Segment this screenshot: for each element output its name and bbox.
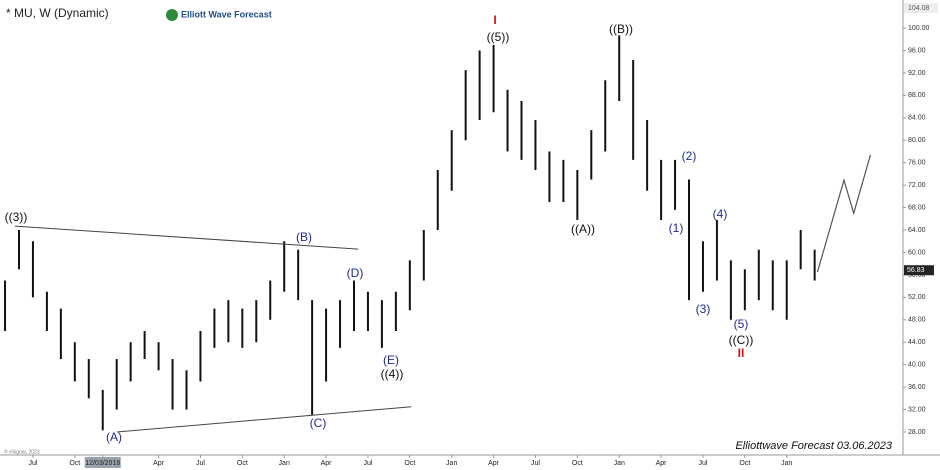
x-tick-label: Jul [698,460,707,467]
y-tick-label: 88.00 [908,92,926,99]
trendline [14,225,359,250]
wave-label: (A) [106,430,122,444]
x-tick-label: Apr [488,460,500,467]
y-tick-label: 36.00 [908,384,926,391]
x-tick-label: Oct [739,460,750,467]
trendline [116,406,412,433]
y-tick-label: 32.00 [908,406,926,413]
last-price-box [904,265,934,276]
y-tick-label: 60.00 [908,249,926,256]
wave-label: (3) [696,302,711,316]
wave-label: (1) [669,221,684,235]
wave-label: ((C)) [729,333,754,347]
x-tick-label: Apr [656,460,668,467]
wave-label: (C) [310,416,327,430]
x-tick-label: Jan [279,460,290,467]
y-tick-label: 100.00 [908,25,930,32]
y-tick-label: 80.00 [908,137,926,144]
y-tick-label: 96.00 [908,47,926,54]
y-tick-label: 68.00 [908,204,926,211]
wave-label: ((A)) [571,222,595,236]
x-tick-label: Jul [196,460,205,467]
wave-label: ((5)) [487,30,510,44]
y-tick-label: 64.00 [908,227,926,234]
x-tick-label: Jan [781,460,792,467]
x-tick-label: Jan [446,460,457,467]
x-tick-label: Oct [572,460,583,467]
y-tick-label: 52.00 [908,294,926,301]
x-tick-label: Oct [404,460,415,467]
footer: Elliottwave Forecast 03.06.2023 [735,440,892,452]
credit: © eSignal, 2023 [4,448,40,455]
y-tick-label: 92.00 [908,70,926,77]
y-tick-label: 48.00 [908,317,926,324]
x-tick-label: Apr [153,460,165,467]
wave-label: (D) [347,266,364,280]
wave-label: ((3)) [5,210,28,224]
x-tick-label: Apr [321,460,333,467]
wave-label: (E) [383,353,399,367]
y-tick-label: 44.00 [908,339,926,346]
y-tick-label: 28.00 [908,429,926,436]
y-tick-label: 56.00 [908,272,926,279]
x-tick-label: Jul [363,460,372,467]
x-tick-highlight [84,457,121,468]
chart-title: * MU, W (Dynamic) [6,6,109,20]
wave-label: (B) [296,230,312,244]
wave-label: (5) [734,317,749,331]
wave-label: ((B)) [609,22,633,36]
x-tick-label: Oct [69,460,80,467]
last-price: 56.83 [907,267,925,274]
projection-line [816,154,872,273]
x-tick-label: Jan [614,460,625,467]
wave-label: I [493,13,496,27]
brand: Elliott Wave Forecast [181,9,272,19]
y-tick-label: 72.00 [908,182,926,189]
wave-label: (4) [713,207,728,221]
brand-logo: Elliott Wave Forecast [166,9,272,21]
top-price-box [904,3,938,13]
x-tick-label: Jul [28,460,37,467]
y-tick-label: 76.00 [908,160,926,167]
wave-label: ((4)) [381,367,404,381]
y-tick-label: 84.00 [908,115,926,122]
x-tick-label: Jul [531,460,540,467]
x-tick-label: 12/03/2018 [85,460,120,467]
wave-label: (2) [682,149,697,163]
top-price: 104.08 [908,5,930,12]
wave-label: II [738,346,745,360]
x-tick-label: Oct [237,460,248,467]
y-tick-label: 40.00 [908,362,926,369]
